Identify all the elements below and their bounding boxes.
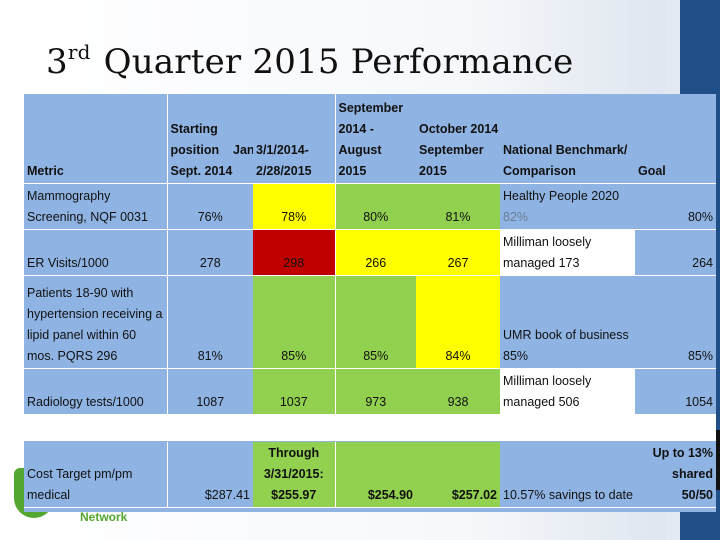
header-starting-position: Starting position Jan. Sept. 2014 [167, 94, 253, 184]
cell-goal: 1054 [635, 368, 716, 415]
cell-benchmark: Milliman loosely managed 506 [500, 368, 635, 415]
separator-cell [167, 414, 253, 442]
cell-period-2: 266 [335, 229, 416, 276]
logo-text: Network [80, 510, 128, 524]
separator-cell [253, 414, 336, 442]
title-ordinal: rd [67, 40, 91, 64]
separator-cell [500, 414, 635, 442]
cell-benchmark: UMR book of business 85% [500, 275, 635, 369]
table-row-cost-target: Cost Target pm/pm medical $287.41 Throug… [24, 441, 716, 508]
cell-starting: 278 [167, 229, 253, 276]
title-number: 3 [46, 42, 68, 82]
cell-period-3: 84% [416, 275, 500, 369]
cell-starting: $287.41 [167, 441, 253, 508]
cell-period-3: 938 [416, 368, 500, 415]
header-metric: Metric [24, 94, 168, 184]
page-title: 3rd Quarter 2015 Performance [46, 40, 574, 82]
header-jan: Jan. [233, 143, 253, 157]
cell-starting: 81% [167, 275, 253, 369]
cell-period-2: 85% [335, 275, 416, 369]
table-row-radiology: Radiology tests/1000 1087 1037 973 938 M… [24, 368, 716, 415]
header-benchmark: National Benchmark/ Comparison [500, 94, 635, 184]
cell-metric: Cost Target pm/pm medical [24, 441, 168, 508]
separator-cell [24, 414, 168, 442]
cell-starting: 76% [167, 183, 253, 230]
cell-goal: 264 [635, 229, 716, 276]
title-text: Quarter 2015 Performance [103, 42, 574, 82]
separator-cell [335, 414, 416, 442]
cell-period-2: $254.90 [335, 441, 416, 508]
cell-period-1: Through 3/31/2015: $255.97 [253, 441, 336, 508]
table-row-hypertension: Patients 18-90 with hypertension receivi… [24, 275, 716, 369]
cell-period-3: 267 [416, 229, 500, 276]
performance-table: Metric Starting position Jan. Sept. 2014… [24, 94, 716, 508]
cell-goal: 80% [635, 183, 716, 230]
header-period-1: 3/1/2014- 2/28/2015 [253, 94, 336, 184]
cell-benchmark: Milliman loosely managed 173 [500, 229, 635, 276]
table-separator-row [24, 414, 716, 442]
cell-period-1: 298 [253, 229, 336, 276]
cell-metric: Mammography Screening, NQF 0031 [24, 183, 168, 230]
header-period-3: October 2014 - September 2015 [416, 94, 500, 184]
cell-period-2: 973 [335, 368, 416, 415]
cell-period-1: 85% [253, 275, 336, 369]
separator-cell [635, 414, 716, 442]
table-row-er-visits: ER Visits/1000 278 298 266 267 Milliman … [24, 229, 716, 276]
table-header-row: Metric Starting position Jan. Sept. 2014… [24, 94, 716, 184]
cell-period-3: 81% [416, 183, 500, 230]
cell-benchmark: Healthy People 2020 82% [500, 183, 635, 230]
cell-benchmark: 10.57% savings to date [500, 441, 635, 508]
cell-period-3: $257.02 [416, 441, 500, 508]
cell-metric: Patients 18-90 with hypertension receivi… [24, 275, 168, 369]
cell-metric: Radiology tests/1000 [24, 368, 168, 415]
cell-period-2: 80% [335, 183, 416, 230]
cell-starting: 1087 [167, 368, 253, 415]
cell-metric: ER Visits/1000 [24, 229, 168, 276]
separator-cell [416, 414, 500, 442]
table-row-mammography: Mammography Screening, NQF 0031 76% 78% … [24, 183, 716, 230]
right-dark-strip [713, 430, 720, 490]
cell-period-1: 78% [253, 183, 336, 230]
cell-goal: 85% [635, 275, 716, 369]
header-period-2: September 2014 - August 2015 [335, 94, 416, 184]
performance-table-container: Metric Starting position Jan. Sept. 2014… [24, 94, 716, 512]
header-goal: Goal [635, 94, 716, 184]
cell-period-1: 1037 [253, 368, 336, 415]
cell-goal: Up to 13% shared 50/50 [635, 441, 716, 508]
